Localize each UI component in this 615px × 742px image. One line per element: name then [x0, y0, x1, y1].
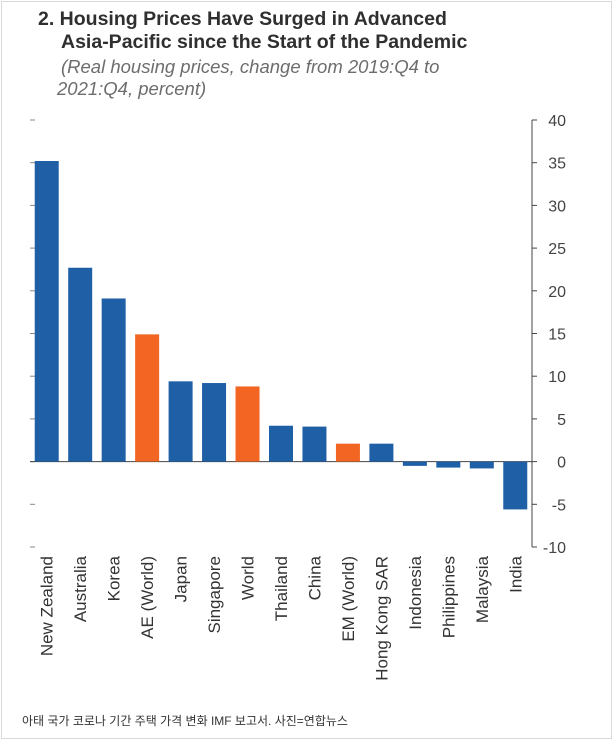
y-tick-label: 15 [548, 327, 566, 344]
x-tick-label: Singapore [205, 556, 224, 634]
bar-world [235, 386, 260, 462]
bar-australia [68, 267, 93, 462]
y-tick-label: 5 [557, 412, 566, 429]
x-tick-label: Japan [172, 556, 191, 602]
bar-em-world [335, 443, 360, 462]
x-tick-label: Philippines [439, 556, 458, 638]
y-tick-label: 35 [548, 156, 566, 173]
x-tick-label: Thailand [272, 556, 291, 621]
chart-subtitle: (Real housing prices, change from 2019:Q… [57, 56, 581, 100]
photo-caption: 아태 국가 코로나 기간 주택 가격 변화 IMF 보고서. 사진=연합뉴스 [22, 714, 348, 728]
x-tick-label: AE (World) [138, 556, 157, 639]
x-tick-label: Malaysia [473, 555, 492, 623]
y-tick-label: 25 [548, 241, 566, 258]
x-tick-label: World [239, 556, 258, 600]
y-tick-label: -10 [543, 540, 566, 557]
x-tick-label: Hong Kong SAR [372, 556, 391, 681]
bar-indonesia [402, 461, 427, 466]
bar-philippines [436, 461, 461, 468]
x-tick-label: New Zealand [38, 556, 57, 656]
y-tick-label: 0 [557, 455, 566, 472]
bar-japan [168, 381, 193, 462]
chart-title-line-1: 2. Housing Prices Have Surged in Advance… [38, 8, 447, 30]
x-tick-label: Korea [105, 555, 124, 601]
bar-china [302, 426, 327, 462]
x-tick-label: Australia [71, 555, 90, 622]
bar-ae-world [135, 334, 160, 462]
chart-subtitle-line-1: (Real housing prices, change from 2019:Q… [61, 56, 440, 77]
y-tick-label: 30 [548, 198, 566, 215]
x-tick-label: Indonesia [406, 555, 425, 629]
x-tick-label: China [305, 555, 324, 600]
x-tick-label: EM (World) [339, 556, 358, 642]
bar-malaysia [469, 461, 494, 469]
chart-subtitle-line-2: 2021:Q4, percent) [57, 78, 207, 99]
bar-thailand [269, 425, 293, 462]
bar-india [503, 461, 528, 510]
bar-new-zealand [34, 160, 59, 462]
bar-hong-kong-sar [369, 443, 394, 462]
x-tick-label: India [506, 555, 525, 592]
chart-title-line-2: Asia-Pacific since the Start of the Pand… [61, 31, 468, 53]
bar-singapore [202, 383, 227, 462]
y-tick-label: 20 [548, 284, 566, 301]
y-tick-label: 40 [548, 113, 566, 130]
y-tick-label: -5 [552, 497, 566, 514]
bar-korea [101, 298, 126, 462]
chart-title: 2. Housing Prices Have Surged in Advance… [38, 8, 598, 54]
y-tick-label: 10 [548, 369, 566, 386]
